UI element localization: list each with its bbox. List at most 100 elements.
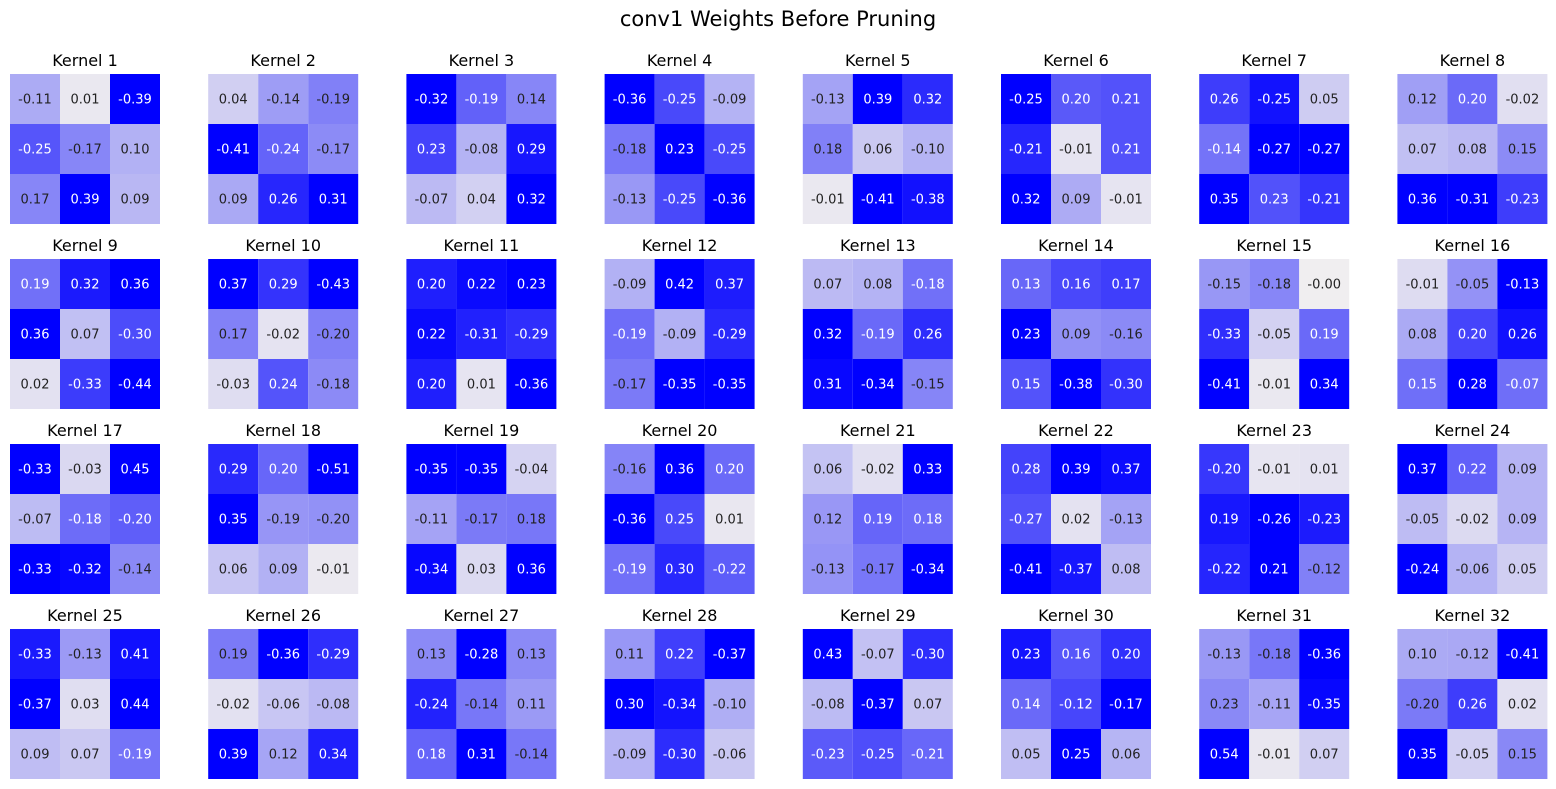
heatmap-cell	[852, 74, 903, 124]
cell-value-label: -0.41	[1506, 648, 1540, 663]
heatmap-cell	[1299, 359, 1350, 409]
cell-value-label: 0.14	[1012, 698, 1041, 713]
heatmap-cell	[308, 124, 359, 174]
heatmap-cell	[802, 259, 853, 309]
cell-value-label: 0.09	[1508, 513, 1537, 528]
cell-value-label: -0.13	[613, 193, 647, 208]
cell-value-label: -0.36	[613, 93, 647, 108]
kernel-panel: Kernel 15 -0.15 -0.18 -0.00 -0.33 -0.05 0.19 -0…	[1199, 236, 1350, 409]
cell-value-label: -0.07	[415, 193, 449, 208]
cell-value-label: -0.41	[1009, 563, 1043, 578]
heatmap-cell	[258, 444, 309, 494]
cell-value-label: -0.17	[1109, 698, 1143, 713]
cell-value-label: 0.42	[665, 278, 694, 293]
kernel-title: Kernel 11	[444, 236, 520, 255]
cell-value-label: 0.07	[1408, 143, 1437, 158]
kernel-panel: Kernel 31 -0.13 -0.18 -0.36 0.23 -0.11 -0.35 0.…	[1199, 606, 1350, 779]
heatmap-cell	[1447, 124, 1498, 174]
cell-value-label: -0.35	[415, 463, 449, 478]
cell-value-label: 0.18	[517, 513, 546, 528]
heatmap-cell	[802, 174, 853, 224]
heatmap-cell	[60, 544, 110, 594]
cell-value-label: 0.18	[913, 513, 942, 528]
heatmap-cell	[1001, 629, 1051, 679]
heatmap-cell	[1497, 259, 1548, 309]
cell-value-label: 0.02	[1062, 513, 1091, 528]
heatmap-cell	[1497, 494, 1548, 544]
cell-value-label: -0.05	[1257, 328, 1291, 343]
cell-value-label: -0.01	[1059, 143, 1093, 158]
heatmap-cell	[406, 359, 457, 409]
cell-value-label: -0.20	[118, 513, 152, 528]
cell-value-label: -0.06	[1456, 563, 1490, 578]
heatmap-cell	[208, 544, 259, 594]
cell-value-label: -0.01	[811, 193, 845, 208]
cell-value-label: 0.06	[219, 563, 248, 578]
heatmap-cell	[1299, 544, 1350, 594]
heatmap-cell	[604, 309, 655, 359]
cell-value-label: -0.17	[68, 143, 102, 158]
cell-value-label: -0.15	[911, 378, 945, 393]
heatmap-cell	[802, 359, 853, 409]
cell-value-label: 0.32	[913, 93, 942, 108]
cell-value-label: -0.13	[811, 93, 845, 108]
cell-value-label: -0.08	[465, 143, 499, 158]
cell-value-label: 0.09	[219, 193, 248, 208]
kernel-panel: Kernel 12 -0.09 0.42 0.37 -0.19 -0.09 -0.29 -0.…	[604, 236, 755, 409]
heatmap-cell	[110, 729, 160, 779]
cell-value-label: -0.13	[68, 648, 102, 663]
heatmap-cell	[1447, 309, 1498, 359]
cell-value-label: -0.19	[613, 563, 647, 578]
cell-value-label: 0.16	[1062, 648, 1091, 663]
heatmap-cell	[10, 74, 60, 124]
cell-value-label: -0.14	[465, 698, 499, 713]
cell-value-label: 0.23	[417, 143, 446, 158]
heatmap-cell	[1497, 679, 1548, 729]
kernel-panel: Kernel 22 0.28 0.39 0.37 -0.27 0.02 -0.13 -0.41…	[1001, 421, 1151, 594]
heatmap-cell	[1001, 309, 1051, 359]
heatmap-cell	[1447, 444, 1498, 494]
heatmap-cell	[208, 359, 259, 409]
heatmap-cell	[902, 359, 953, 409]
heatmap-cell	[456, 259, 507, 309]
heatmap-cell	[802, 444, 853, 494]
heatmap-cell	[1299, 174, 1350, 224]
cell-value-label: 0.08	[863, 278, 892, 293]
cell-value-label: 0.17	[1112, 278, 1141, 293]
heatmap-cell	[902, 309, 953, 359]
cell-value-label: 0.09	[1062, 193, 1091, 208]
heatmap-cell	[1199, 729, 1250, 779]
cell-value-label: -0.22	[1207, 563, 1241, 578]
cell-value-label: -0.02	[216, 698, 250, 713]
cell-value-label: -0.34	[861, 378, 895, 393]
cell-value-label: -0.29	[515, 328, 549, 343]
heatmap-cell	[704, 124, 755, 174]
heatmap-cell	[258, 124, 309, 174]
cell-value-label: 0.02	[21, 378, 50, 393]
cell-value-label: -0.19	[861, 328, 895, 343]
heatmap-cell	[406, 174, 457, 224]
cell-value-label: 0.29	[517, 143, 546, 158]
heatmap-cell	[10, 309, 60, 359]
cell-value-label: 0.08	[1112, 563, 1141, 578]
cell-value-label: 0.34	[319, 748, 348, 763]
heatmap-cell	[456, 729, 507, 779]
cell-value-label: 0.19	[219, 648, 248, 663]
heatmap-cell	[1299, 444, 1350, 494]
heatmap-cell	[1497, 74, 1548, 124]
cell-value-label: -0.12	[1059, 698, 1093, 713]
kernel-panel: Kernel 26 0.19 -0.36 -0.29 -0.02 -0.06 -0.08 0.…	[208, 606, 359, 779]
heatmap-cell	[852, 259, 903, 309]
heatmap-cell	[1051, 309, 1101, 359]
kernel-panel: Kernel 13 0.07 0.08 -0.18 0.32 -0.19 0.26 0.31 -…	[802, 236, 953, 409]
heatmap-cell	[852, 359, 903, 409]
heatmap-cell	[1001, 494, 1051, 544]
cell-value-label: 0.36	[1408, 193, 1437, 208]
cell-value-label: 0.09	[1062, 328, 1091, 343]
heatmap-cell	[1199, 444, 1250, 494]
cell-value-label: -0.25	[18, 143, 52, 158]
cell-value-label: 0.22	[467, 278, 496, 293]
cell-value-label: -0.33	[68, 378, 102, 393]
cell-value-label: 0.36	[665, 463, 694, 478]
kernel-title: Kernel 1	[52, 51, 118, 70]
